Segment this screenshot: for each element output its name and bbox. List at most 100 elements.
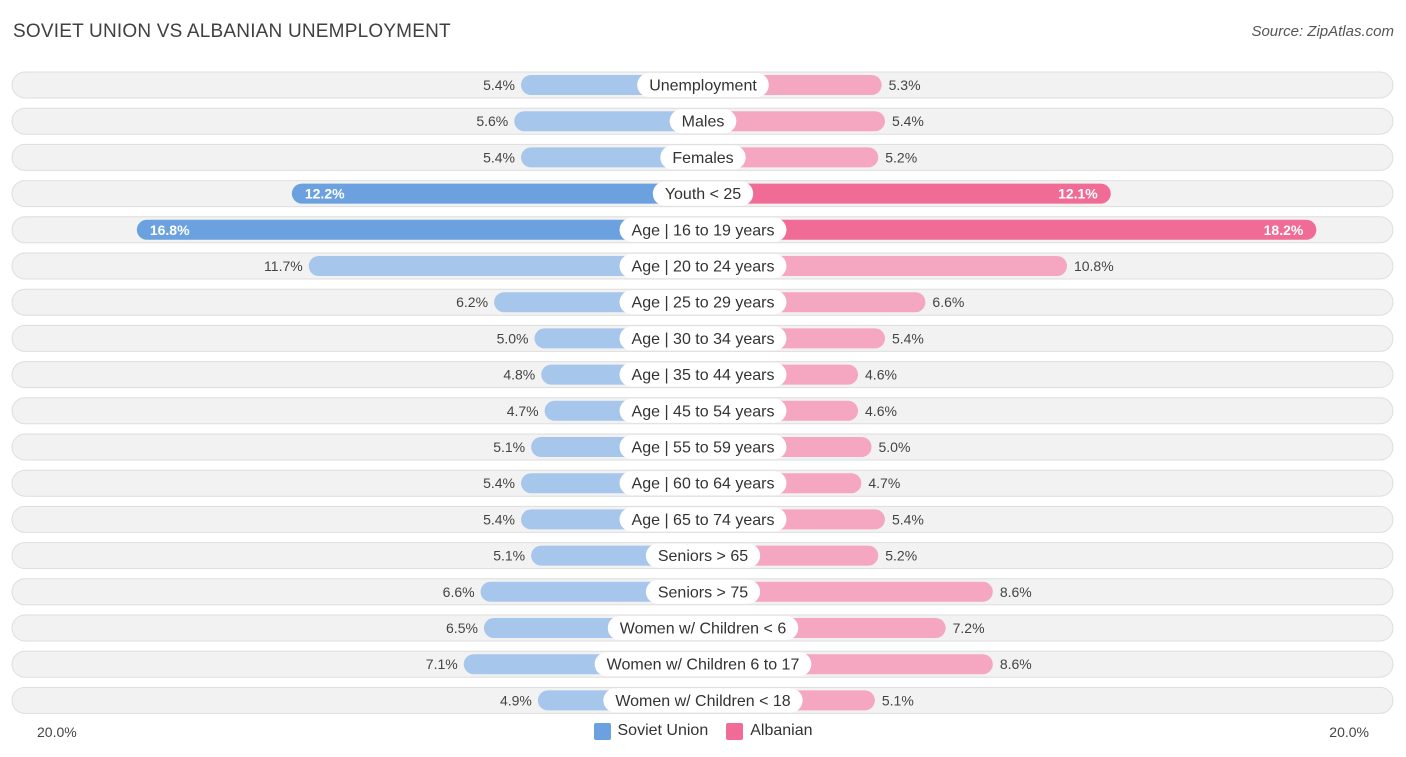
bar-soviet-union[interactable] xyxy=(291,183,703,204)
value-label-soviet-union: 16.8% xyxy=(150,222,190,238)
legend-item-soviet-union[interactable]: Soviet Union xyxy=(593,722,709,740)
bar-albanian[interactable] xyxy=(703,183,1111,204)
category-label: Women w/ Children < 18 xyxy=(615,693,790,710)
value-label-soviet-union: 5.4% xyxy=(483,149,515,165)
category-pill xyxy=(594,652,812,677)
value-label-albanian: 6.6% xyxy=(932,294,964,310)
value-label-soviet-union: 5.4% xyxy=(483,511,515,527)
chart-row: 5.1% 5.2% Seniors > 65 xyxy=(11,542,1394,570)
value-label-soviet-union: 11.7% xyxy=(264,258,303,274)
value-label-albanian: 5.2% xyxy=(885,548,917,564)
chart-row: 5.6% 5.4% Males xyxy=(11,107,1394,135)
value-label-soviet-union: 5.0% xyxy=(497,330,529,346)
chart-row: 5.4% 5.2% Females xyxy=(11,143,1394,171)
chart-row: 16.8% 18.2% Age | 16 to 19 years xyxy=(11,216,1394,244)
value-label-soviet-union: 5.4% xyxy=(483,475,515,491)
value-label-albanian: 8.6% xyxy=(1000,656,1032,672)
value-label-albanian: 10.8% xyxy=(1074,258,1114,274)
category-pill xyxy=(619,326,787,351)
chart-row: 5.1% 5.0% Age | 55 to 59 years xyxy=(11,433,1394,461)
axis-left-label: 20.0% xyxy=(37,724,77,740)
value-label-albanian: 5.4% xyxy=(892,113,924,129)
bar-albanian[interactable] xyxy=(703,147,879,168)
chart-row: 5.4% 5.4% Age | 65 to 74 years xyxy=(11,505,1394,533)
chart-row: 4.8% 4.6% Age | 35 to 44 years xyxy=(11,361,1394,389)
bar-soviet-union[interactable] xyxy=(136,219,704,240)
value-label-soviet-union: 6.6% xyxy=(443,584,475,600)
chart-row: 11.7% 10.8% Age | 20 to 24 years xyxy=(11,252,1394,280)
category-pill xyxy=(603,688,803,713)
value-label-soviet-union: 6.2% xyxy=(456,294,488,310)
category-label: Age | 55 to 59 years xyxy=(632,440,775,457)
value-label-soviet-union: 4.7% xyxy=(507,403,539,419)
category-pill xyxy=(619,290,787,315)
value-label-albanian: 4.6% xyxy=(865,403,897,419)
value-label-soviet-union: 5.4% xyxy=(483,77,515,93)
axis-right-label: 20.0% xyxy=(1329,724,1369,740)
legend-item-albanian[interactable]: Albanian xyxy=(726,722,813,740)
chart-row: 6.5% 7.2% Women w/ Children < 6 xyxy=(11,614,1394,642)
chart-row: 12.2% 12.1% Youth < 25 xyxy=(11,180,1394,208)
category-pill xyxy=(619,435,787,459)
category-pill xyxy=(652,181,754,206)
value-label-albanian: 8.6% xyxy=(1000,584,1032,600)
category-pill xyxy=(619,217,787,242)
bar-soviet-union[interactable] xyxy=(308,256,703,276)
category-label: Age | 45 to 54 years xyxy=(632,403,775,420)
chart-row: 6.6% 8.6% Seniors > 75 xyxy=(11,578,1394,606)
category-pill xyxy=(660,145,746,170)
value-label-soviet-union: 5.1% xyxy=(493,548,525,564)
category-label: Age | 60 to 64 years xyxy=(632,476,775,493)
value-label-soviet-union: 5.1% xyxy=(493,439,525,455)
value-label-albanian: 5.4% xyxy=(892,330,924,346)
value-label-albanian: 18.2% xyxy=(1264,222,1304,238)
chart-title: SOVIET UNION VS ALBANIAN UNEMPLOYMENT xyxy=(13,21,451,42)
value-label-soviet-union: 5.6% xyxy=(476,113,508,129)
value-label-soviet-union: 4.9% xyxy=(500,692,532,708)
value-label-soviet-union: 4.8% xyxy=(503,367,535,383)
category-label: Women w/ Children 6 to 17 xyxy=(607,657,800,674)
chart-row: 6.2% 6.6% Age | 25 to 29 years xyxy=(11,288,1394,316)
category-pill xyxy=(619,254,787,278)
category-pill xyxy=(619,507,787,532)
bar-albanian[interactable] xyxy=(703,111,885,132)
chart-row: 5.4% 5.3% Unemployment xyxy=(11,71,1394,99)
category-pill xyxy=(607,616,799,640)
legend-label-soviet-union: Soviet Union xyxy=(617,722,709,739)
category-label: Males xyxy=(682,114,725,131)
category-label: Age | 25 to 29 years xyxy=(632,295,775,312)
category-label: Age | 65 to 74 years xyxy=(632,512,775,529)
bar-albanian[interactable] xyxy=(703,256,1067,276)
category-pill xyxy=(619,362,787,387)
category-pill xyxy=(637,73,769,97)
category-label: Females xyxy=(672,150,733,167)
legend-label-albanian: Albanian xyxy=(750,722,813,739)
category-pill xyxy=(619,471,787,496)
bar-soviet-union[interactable] xyxy=(521,147,703,168)
value-label-albanian: 5.2% xyxy=(885,149,917,165)
bar-albanian[interactable] xyxy=(703,219,1317,240)
chart-row: 4.9% 5.1% Women w/ Children < 18 xyxy=(11,686,1394,714)
legend-swatch-albanian xyxy=(726,722,744,740)
category-label: Age | 35 to 44 years xyxy=(632,367,775,384)
legend: Soviet Union Albanian xyxy=(0,722,1406,740)
value-label-albanian: 5.3% xyxy=(889,77,921,93)
category-label: Women w/ Children < 6 xyxy=(620,621,787,638)
bar-soviet-union[interactable] xyxy=(514,111,703,132)
category-pill xyxy=(669,109,737,134)
value-label-albanian: 5.1% xyxy=(882,692,914,708)
legend-swatch-soviet-union xyxy=(593,722,611,740)
bar-albanian[interactable] xyxy=(703,581,993,602)
category-label: Age | 16 to 19 years xyxy=(632,222,775,239)
category-label: Seniors > 75 xyxy=(658,584,748,601)
category-label: Seniors > 65 xyxy=(658,548,748,565)
value-label-albanian: 7.2% xyxy=(953,620,985,636)
value-label-soviet-union: 7.1% xyxy=(426,656,458,672)
chart-row: 4.7% 4.6% Age | 45 to 54 years xyxy=(11,397,1394,425)
category-pill xyxy=(645,543,761,568)
value-label-soviet-union: 12.2% xyxy=(305,186,345,202)
chart-row: 5.0% 5.4% Age | 30 to 34 years xyxy=(11,324,1394,352)
value-label-soviet-union: 6.5% xyxy=(446,620,478,636)
chart-row: 7.1% 8.6% Women w/ Children 6 to 17 xyxy=(11,650,1394,678)
